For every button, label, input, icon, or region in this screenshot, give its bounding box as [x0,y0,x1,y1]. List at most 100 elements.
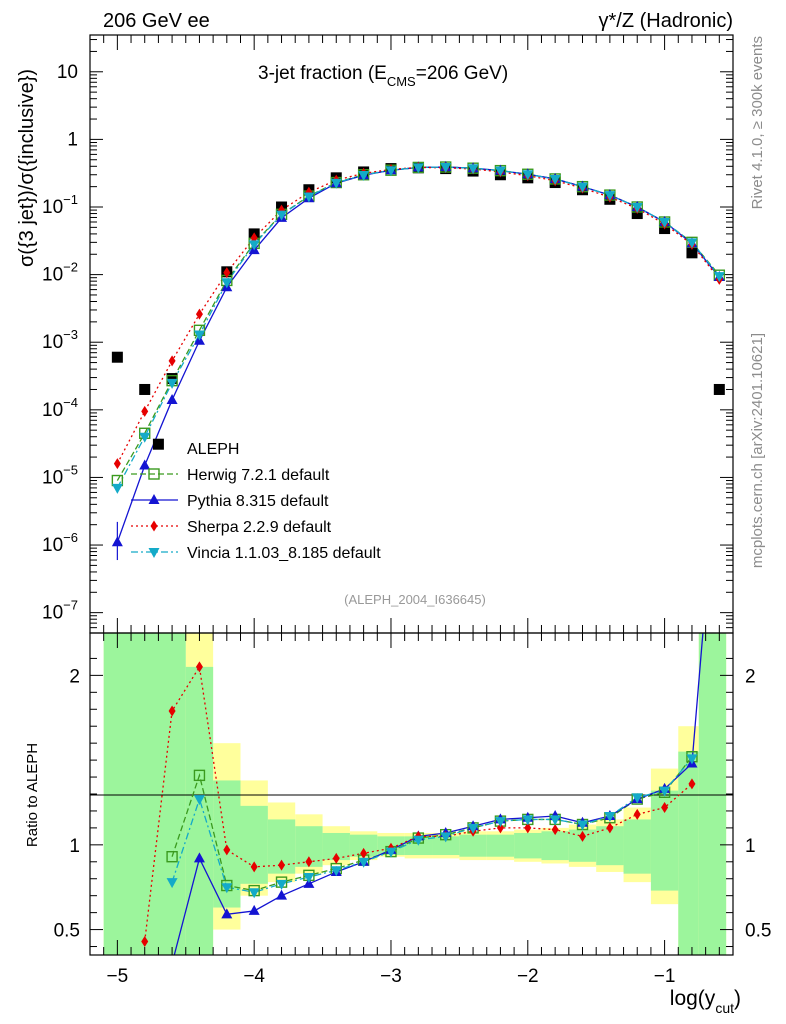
legend-marker-herwig [148,468,160,480]
vincia-ratio-point [221,883,233,894]
vincia-point [631,202,643,213]
y-tick-label-base: 10 [42,265,63,286]
legend-marker-sherpa [150,520,158,532]
sherpa-ratio-point [168,705,176,717]
x-axis-label-sub: cut [715,1000,734,1016]
y-tick-label: 10−5 [42,462,78,488]
vincia-point [276,210,288,221]
vincia-ratio-point [494,817,506,828]
vincia-point [549,174,561,185]
band-green-10 [432,836,460,856]
x-tick-label: −2 [517,966,539,987]
band-green-0 [103,633,186,955]
vincia-point [193,330,205,341]
vincia-point [111,483,123,494]
x-tick-label: −3 [380,966,402,987]
vincia-point [166,378,178,389]
pythia-ratio-point [221,908,233,919]
vincia-ratio-point [358,857,370,868]
vincia-point [522,170,534,181]
sherpa-ratio-point [195,661,203,673]
pythia-point [166,393,178,404]
band-green-17 [623,819,651,874]
y-tick-label: 1 [67,129,78,150]
pythia-ratio-point [248,904,260,915]
herwig-ratio-point [193,769,206,782]
sherpa-ratio-point [524,822,532,834]
y-tick-label: 10−6 [42,530,78,556]
main-series [111,161,726,561]
y-tick-label: 10−7 [42,598,78,624]
vincia-point [303,192,315,203]
ratio-panel-frame [89,632,734,956]
sherpa-ratio-point [360,847,368,859]
y-tick-label-exponent: −3 [63,327,78,342]
vincia-ratio-point [330,866,342,877]
y-tick-label-exponent: −1 [63,192,78,207]
vincia-point [358,170,370,181]
reference-label: (ALEPH_2004_I636645) [344,592,486,607]
vincia-ratio-point [440,832,452,843]
sherpa-ratio-point [496,822,504,834]
vincia-ratio-point [193,795,205,806]
herwig-ratio-point [166,851,178,863]
ratio-y-tick-label-right: 0.5 [745,921,771,942]
ratio-panel: 0.5 0.5 1 1 2 2 −5 −4 −3 −2 −1 Ratio to ALEPH log(… [24,632,771,1016]
y-tick-label-exponent: −5 [63,462,78,477]
x-tick-label: −4 [243,966,265,987]
vincia-ratio-point [385,847,397,858]
data-point [111,351,123,363]
vincia-point [385,166,397,177]
ratio-y-tick-label: 2 [69,666,80,687]
sherpa-ratio-point [579,830,587,842]
y-tick-label: 10−1 [42,192,78,218]
vincia-ratio-point [248,888,260,899]
sherpa-point [113,458,121,470]
vincia-ratio-point [577,820,589,831]
vincia-point [713,272,725,283]
data-point [139,383,151,395]
band-green-1 [185,666,214,955]
vincia-ratio-point [522,815,534,826]
x-axis-label-main: log(y [670,987,716,1010]
sherpa-ratio-point [250,861,258,873]
vincia-point [577,182,589,193]
legend-label-sherpa: Sherpa 2.2.9 default [187,519,332,536]
vincia-ratio-point [631,793,643,804]
y-tick-label-base: 10 [42,603,63,624]
ratio-y-tick-label: 0.5 [54,921,80,942]
vincia-ratio-point [412,835,424,846]
data-point [713,383,725,395]
y-tick-label-exponent: −7 [63,598,78,613]
chart-title-sub: CMS [387,74,416,89]
ratio-y-tick-label-right: 2 [745,666,756,687]
vincia-point [412,163,424,174]
vincia-point [659,217,671,228]
y-tick-label-base: 10 [42,400,63,421]
y-tick-label-exponent: −6 [63,530,78,545]
y-tick-label: 10−2 [42,260,78,286]
legend: ALEPH Herwig 7.2.1 default Pythia 8.315 de… [131,441,381,562]
y-axis-label: σ({3 jet})/σ({inclusive}) [16,69,38,267]
vincia-point [494,166,506,177]
sherpa-ratio-point [305,856,313,868]
vincia-point [139,432,151,443]
y-tick-label-exponent: −4 [63,395,78,410]
legend-marker-vincia [148,548,160,558]
sherpa-ratio-point [633,808,641,820]
y-tick-label: 10−4 [42,395,78,421]
vincia-ratio-point [166,878,178,889]
sherpa-ratio-point [223,844,231,856]
legend-label-pythia: Pythia 8.315 default [187,493,329,510]
chart-title-rest: =206 GeV) [416,63,508,84]
sherpa-point [195,308,203,320]
ratio-axis-ticks: 0.5 0.5 1 1 2 2 −5 −4 −3 −2 −1 [54,633,771,987]
x-axis-label-rest: ) [734,987,741,1010]
chart-title: 3-jet fraction (ECMS=206 GeV) [258,63,508,89]
ratio-y-tick-label-right: 1 [745,836,756,857]
y-tick-label: 10−3 [42,327,78,353]
sherpa-point [223,267,231,279]
sherpa-line [116,166,720,464]
legend-label-data: ALEPH [187,441,239,458]
